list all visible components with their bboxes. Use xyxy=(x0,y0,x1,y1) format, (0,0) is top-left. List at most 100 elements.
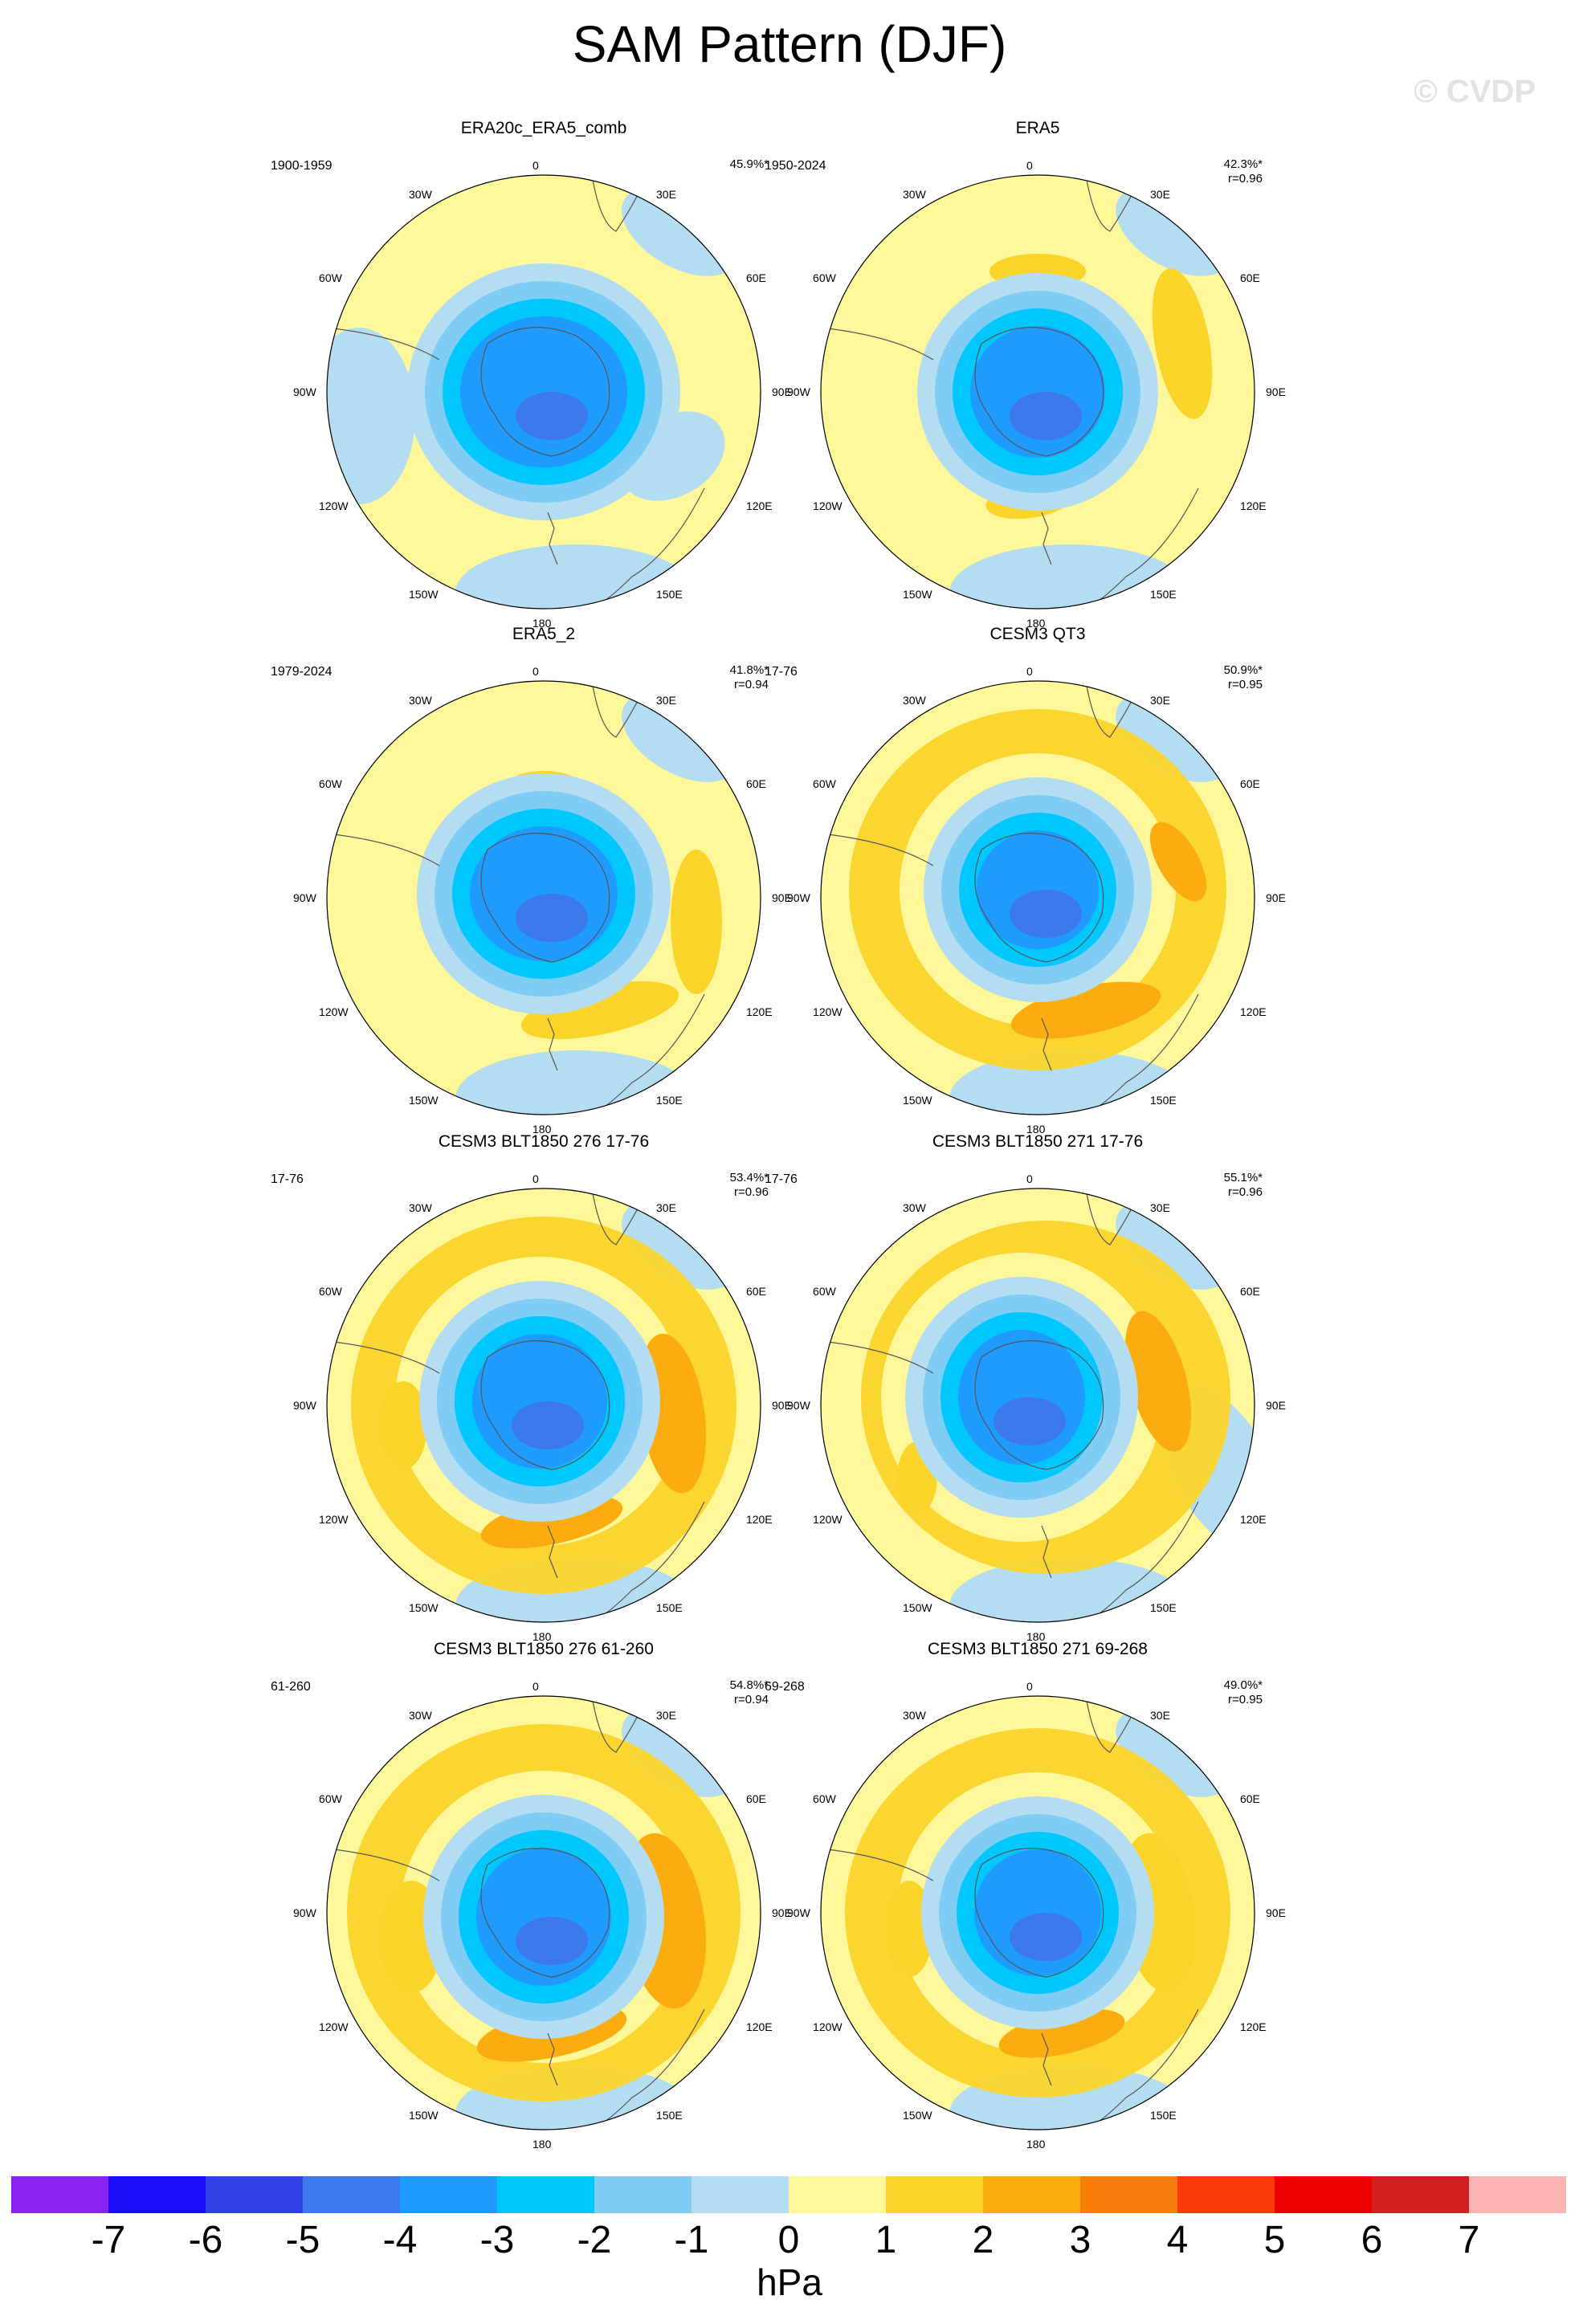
polar-map xyxy=(326,680,761,1115)
map-panel: CESM3 BLT1850 271 17-76 17-76 55.1%* r=0.96… xyxy=(498,1132,1286,1643)
longitude-label: 90E xyxy=(1266,1399,1286,1412)
panel-title: CESM3 BLT1850 276 17-76 xyxy=(438,1132,650,1151)
pattern-correlation: r=0.95 xyxy=(1228,678,1263,691)
map-border xyxy=(326,1695,761,2130)
panel-title: ERA5 xyxy=(1015,119,1060,137)
polar-map xyxy=(820,680,1255,1115)
longitude-label: 120W xyxy=(319,1005,349,1018)
colorbar-tick-label: 7 xyxy=(1458,2219,1480,2261)
antarctica-coastline xyxy=(974,1848,1104,1978)
south-america-coastline xyxy=(327,327,440,361)
longitude-label: 30E xyxy=(656,1709,676,1723)
negative-core xyxy=(1010,890,1082,938)
map-border xyxy=(820,1188,1255,1623)
colorbar-tick-label: 1 xyxy=(875,2219,897,2261)
longitude-label: 0 xyxy=(1026,665,1033,678)
antarctica-coastline xyxy=(974,327,1104,457)
longitude-label: 30E xyxy=(656,188,676,202)
period-label: 69-268 xyxy=(765,1680,805,1694)
longitude-label: 60E xyxy=(745,1792,766,1805)
longitude-label: 30W xyxy=(903,694,926,707)
longitude-label: 60E xyxy=(745,271,766,284)
map-border xyxy=(820,680,1255,1115)
positive-patch xyxy=(671,850,722,994)
percent-variance: 50.9%* xyxy=(1223,663,1263,677)
map-panel: ERA5 1950-2024 42.3%* r=0.96 0 180 90W 90E 30E 60… xyxy=(498,119,1286,630)
new-zealand-coastline xyxy=(547,1525,558,1579)
positive-patch xyxy=(1124,1311,1192,1452)
longitude-label: 90W xyxy=(787,1906,810,1919)
longitude-label: 180 xyxy=(532,2138,552,2151)
longitude-label: 120W xyxy=(813,499,843,512)
longitude-label: 150E xyxy=(1150,1600,1177,1614)
colorbar-swatch xyxy=(1177,2176,1275,2213)
colorbar-swatch xyxy=(400,2176,497,2213)
longitude-label: 180 xyxy=(532,617,552,630)
colorbar-swatch xyxy=(886,2176,983,2213)
pattern-correlation: r=0.95 xyxy=(1228,1693,1263,1706)
longitude-label: 30E xyxy=(656,1201,676,1215)
longitude-label: 180 xyxy=(1026,1630,1046,1643)
figure-title: SAM Pattern (DJF) xyxy=(572,15,1007,73)
colorbar-tick-label: -3 xyxy=(479,2219,515,2261)
negative-core xyxy=(516,1917,588,1965)
variance-explained: 54.8%* r=0.94 xyxy=(680,1678,769,1707)
negative-patch xyxy=(949,1050,1190,1115)
south-america-coastline xyxy=(327,1848,440,1882)
longitude-label: 30W xyxy=(903,1709,926,1723)
positive-patch xyxy=(1152,268,1213,419)
longitude-label: 60E xyxy=(745,1285,766,1298)
new-zealand-coastline xyxy=(1041,1525,1052,1579)
pattern-correlation: r=0.96 xyxy=(1228,1185,1263,1199)
variance-explained: 45.9%* xyxy=(680,157,769,172)
longitude-label: 30W xyxy=(903,188,926,202)
longitude-label: 60E xyxy=(1239,777,1260,790)
longitude-label: 120W xyxy=(813,1005,843,1018)
negative-patch xyxy=(455,544,696,609)
longitude-label: 90E xyxy=(1266,891,1286,904)
longitude-label: 60W xyxy=(319,1792,342,1805)
polar-map xyxy=(326,174,761,610)
longitude-label: 60E xyxy=(745,777,766,790)
negative-core xyxy=(994,1397,1066,1445)
antarctica-coastline xyxy=(480,1848,610,1978)
negative-contour xyxy=(460,316,627,467)
colorbar-tick-label: -2 xyxy=(577,2219,612,2261)
longitude-label: 90E xyxy=(772,891,792,904)
longitude-label: 150W xyxy=(409,1600,439,1614)
longitude-label: 120E xyxy=(1239,1513,1267,1526)
longitude-label: 90W xyxy=(293,1906,316,1919)
longitude-label: 30W xyxy=(409,188,432,202)
period-label: 1979-2024 xyxy=(271,665,333,679)
antarctica-coastline xyxy=(974,833,1104,963)
longitude-label: 150W xyxy=(903,1600,932,1614)
colorbar-tick-label: -7 xyxy=(91,2219,126,2261)
map-panel: CESM3 QT3 17-76 50.9%* r=0.95 0 180 90W 90E 30E 6… xyxy=(498,625,1286,1135)
colorbar-swatch xyxy=(1469,2176,1566,2213)
longitude-label: 150W xyxy=(903,2108,932,2122)
longitude-label: 120E xyxy=(745,1005,773,1018)
longitude-label: 90E xyxy=(1266,1906,1286,1919)
map-border xyxy=(326,1188,761,1623)
longitude-label: 150E xyxy=(656,1600,683,1614)
longitude-label: 60W xyxy=(319,1285,342,1298)
pattern-correlation: r=0.96 xyxy=(734,1185,769,1199)
longitude-label: 30E xyxy=(1150,1201,1170,1215)
colorbar-swatch xyxy=(108,2176,206,2213)
colorbar-tick-label: -4 xyxy=(382,2219,418,2261)
new-zealand-coastline xyxy=(1041,2032,1052,2086)
longitude-label: 120W xyxy=(319,1513,349,1526)
new-zealand-coastline xyxy=(547,1017,558,1071)
longitude-label: 120E xyxy=(1239,499,1267,512)
map-panel: CESM3 BLT1850 276 17-76 17-76 53.4%* r=0.96… xyxy=(4,1132,792,1643)
longitude-label: 150W xyxy=(903,587,932,601)
longitude-label: 150E xyxy=(1150,2108,1177,2122)
map-border xyxy=(820,174,1255,610)
longitude-label: 150W xyxy=(409,1093,439,1107)
longitude-label: 90E xyxy=(1266,385,1286,398)
south-america-coastline xyxy=(327,833,440,866)
longitude-label: 60W xyxy=(319,271,342,284)
longitude-label: 120W xyxy=(319,2020,349,2033)
longitude-label: 60W xyxy=(319,777,342,790)
colorbar-tick-label: -6 xyxy=(188,2219,223,2261)
